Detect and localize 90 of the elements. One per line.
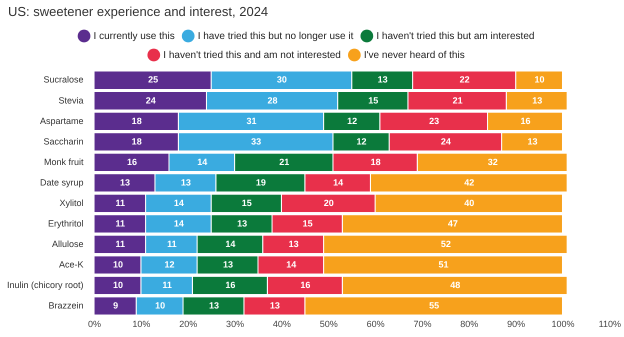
x-tick-label: 0% [88,319,102,330]
data-label: 13 [528,136,538,146]
data-label: 22 [460,74,470,85]
data-label: 13 [208,300,219,310]
data-label: 48 [450,280,460,290]
data-label: 16 [225,280,236,290]
data-label: 13 [120,177,130,188]
data-label: 28 [268,95,278,106]
data-label: 24 [440,136,451,146]
x-tick-label: 50% [320,319,338,330]
data-label: 13 [378,74,388,85]
data-label: 23 [429,116,440,126]
data-label: 19 [256,177,266,188]
x-tick-label: 10% [132,319,150,330]
data-label: 12 [164,259,174,270]
data-label: 14 [225,238,236,249]
data-label: 14 [286,259,296,270]
data-label: 14 [174,198,184,208]
legend-label: I haven't tried this and am not interested [163,50,341,61]
data-label: 16 [520,116,531,126]
data-label: 11 [167,238,177,249]
data-label: 10 [112,280,123,290]
data-label: 11 [116,198,126,208]
y-tick-label: Xylitol [60,198,84,208]
y-tick-label: Allulose [52,238,84,249]
x-tick-label: 100% [551,319,574,330]
y-tick-label: Brazzein [48,300,84,310]
x-tick-label: 20% [179,319,198,330]
data-label: 51 [438,259,449,270]
x-tick-label: 30% [226,319,244,330]
data-label: 12 [356,136,367,146]
data-label: 10 [112,259,123,270]
data-label: 18 [132,136,142,146]
x-tick-label: 110% [598,319,622,330]
data-label: 32 [488,156,498,167]
data-label: 14 [197,156,208,167]
data-label: 40 [464,198,474,208]
x-tick-label: 80% [460,319,478,330]
y-tick-label: Ace-K [59,259,84,270]
data-label: 18 [132,116,142,126]
data-label: 11 [162,280,172,290]
data-label: 14 [174,218,184,228]
legend-label: I have tried this but no longer use it [198,30,354,42]
legend-label: I haven't tried this but am interested [376,30,534,42]
data-label: 15 [302,218,313,228]
data-label: 52 [440,238,451,249]
legend-label: I've never heard of this [364,50,465,61]
y-tick-label: Stevia [58,95,84,106]
y-tick-label: Date syrup [40,177,84,188]
x-tick-label: 60% [366,319,385,330]
data-label: 42 [464,177,474,188]
chart-title: US: sweetener experience and interest, 2024 [8,4,268,19]
x-tick-label: 90% [507,319,526,330]
y-tick-label: Aspartame [40,116,84,126]
data-label: 55 [429,300,440,310]
data-label: 15 [368,95,378,106]
data-label: 33 [251,136,262,146]
data-label: 13 [237,218,248,228]
data-label: 16 [300,280,310,290]
data-label: 9 [113,300,118,310]
y-tick-label: Inulin (chicory root) [6,280,84,290]
x-tick-label: 40% [272,319,291,330]
data-label: 16 [126,156,138,167]
y-tick-label: Monk fruit [44,156,84,167]
data-label: 10 [534,74,545,85]
data-label: 13 [288,238,299,249]
data-label: 13 [532,95,542,106]
data-label: 25 [148,74,158,85]
data-label: 11 [116,218,126,228]
data-label: 18 [370,156,381,167]
data-label: 13 [180,177,191,188]
data-label: 24 [146,95,156,106]
y-tick-label: Saccharin [43,136,84,146]
y-tick-label: Sucralose [43,74,84,85]
data-label: 20 [324,198,334,208]
data-label: 47 [448,218,458,228]
data-label: 15 [242,198,252,208]
data-label: 31 [246,116,256,126]
y-tick-label: Erythritol [48,218,84,228]
data-label: 30 [276,74,287,85]
data-label: 11 [116,238,126,249]
x-tick-label: 70% [413,319,432,330]
data-label: 21 [452,95,463,106]
data-label: 21 [279,156,290,167]
data-label: 13 [223,259,234,270]
data-label: 13 [270,300,280,310]
data-label: 10 [155,300,166,310]
legend-label: I currently use this [94,30,175,42]
data-label: 12 [347,116,358,126]
data-label: 14 [333,177,344,188]
